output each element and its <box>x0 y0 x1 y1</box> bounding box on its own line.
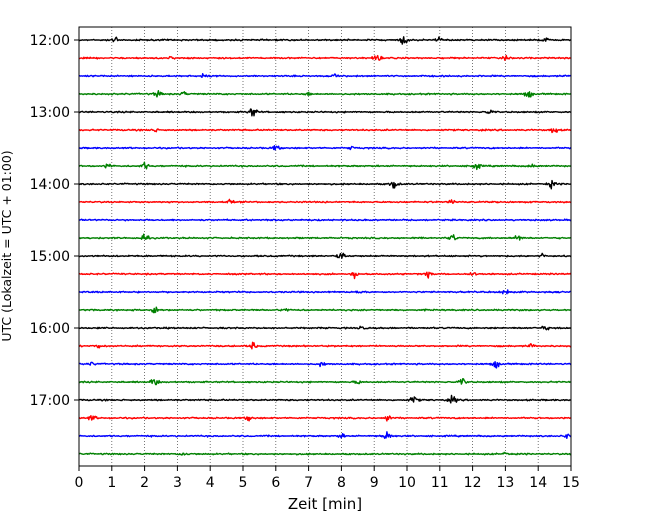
x-tick-label: 4 <box>206 475 215 491</box>
plot-frame <box>78 26 572 467</box>
y-tick-label: 14:00 <box>30 177 70 193</box>
y-tick-label: 17:00 <box>30 393 70 409</box>
x-tick-label: 14 <box>529 475 547 491</box>
x-tick-label: 3 <box>173 475 182 491</box>
x-tick-label: 13 <box>496 475 514 491</box>
y-tick-label: 15:00 <box>30 249 70 265</box>
x-tick-label: 12 <box>464 475 482 491</box>
trace-line <box>78 218 572 222</box>
trace-line <box>79 128 572 134</box>
trace-group <box>78 36 572 456</box>
trace-line <box>78 73 572 78</box>
trace-line <box>79 54 572 61</box>
y-axis-label: UTC (Lokalzeit = UTC + 01:00) <box>0 150 14 341</box>
trace-line <box>78 394 572 404</box>
y-tick-label: 16:00 <box>30 321 70 337</box>
trace-line <box>78 233 572 241</box>
trace-line <box>78 451 572 456</box>
trace-line <box>79 198 571 204</box>
trace-line <box>78 325 572 331</box>
y-axis: 12:00 13:00 14:00 15:00 16:00 17:00 <box>30 33 79 409</box>
trace-line <box>78 431 572 439</box>
x-grid <box>111 27 539 466</box>
x-tick-label: 6 <box>271 475 280 491</box>
x-tick-label: 15 <box>562 475 580 491</box>
trace-line <box>78 179 572 190</box>
x-tick-label: 0 <box>75 475 84 491</box>
x-tick-label: 5 <box>239 475 248 491</box>
x-tick-label: 7 <box>304 475 313 491</box>
x-tick-label: 10 <box>398 475 416 491</box>
x-axis: 0 1 2 3 4 5 6 7 8 9 10 11 12 13 14 15 <box>75 466 580 491</box>
trace-line <box>78 252 572 259</box>
x-tick-label: 1 <box>107 475 116 491</box>
trace-line <box>79 271 572 280</box>
y-tick-label: 13:00 <box>30 105 70 121</box>
y-tick-label: 12:00 <box>30 33 70 49</box>
x-tick-label: 9 <box>370 475 379 491</box>
trace-line <box>78 306 572 314</box>
trace-line <box>78 341 572 350</box>
trace-line <box>78 161 572 171</box>
trace-line <box>78 90 572 98</box>
x-tick-label: 2 <box>140 475 149 491</box>
trace-line <box>78 415 571 422</box>
trace-line <box>78 36 571 45</box>
x-tick-label: 11 <box>431 475 449 491</box>
trace-line <box>79 378 572 386</box>
trace-line <box>78 361 571 369</box>
trace-line <box>78 289 572 295</box>
trace-line <box>78 108 572 117</box>
trace-line <box>78 145 572 151</box>
x-axis-label: Zeit [min] <box>288 495 362 513</box>
x-tick-label: 8 <box>337 475 346 491</box>
